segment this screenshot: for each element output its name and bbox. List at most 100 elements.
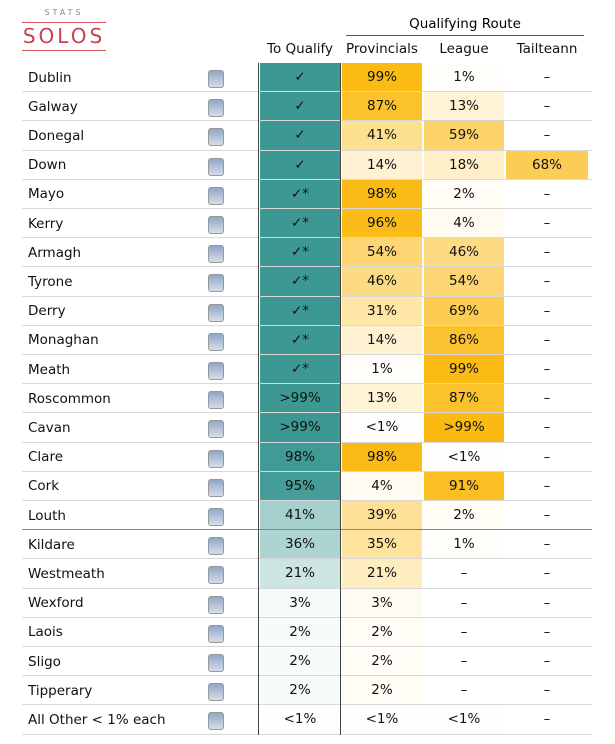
row-divider — [22, 500, 592, 501]
qualify-cell: 21% — [260, 559, 340, 588]
row-divider — [22, 149, 592, 151]
team-name: Wexford — [28, 595, 84, 612]
route-cell: – — [460, 653, 468, 670]
qualify-cell: ✓ — [260, 150, 340, 179]
route-cell: – — [543, 302, 551, 319]
qualify-cell: >99% — [260, 413, 340, 442]
group-underline — [346, 35, 584, 36]
route-cell: – — [460, 565, 468, 582]
route-cell: – — [543, 448, 551, 465]
row-divider — [22, 704, 592, 706]
row-divider — [22, 383, 592, 385]
crest — [208, 128, 224, 147]
crest — [208, 508, 224, 526]
route-cell: – — [543, 507, 551, 524]
logo: STATS SOLOS — [22, 8, 106, 52]
route-cell: – — [543, 594, 551, 611]
route-cell: 54% — [424, 267, 504, 296]
team-name: Clare — [28, 449, 64, 466]
crest — [208, 478, 224, 497]
route-cell: 86% — [424, 325, 504, 354]
crest — [208, 624, 224, 643]
row-divider — [22, 733, 592, 735]
row-divider — [22, 295, 592, 297]
logo-main: SOLOS — [22, 24, 106, 48]
crest — [208, 303, 224, 322]
route-cell: 31% — [342, 296, 422, 325]
route-cell: – — [543, 536, 551, 553]
logo-line — [22, 50, 106, 51]
route-cell: – — [543, 711, 551, 728]
route-cell: 41% — [342, 121, 422, 150]
route-cell: 46% — [424, 238, 504, 267]
route-cell: 4% — [424, 209, 504, 238]
logo-top: STATS — [44, 8, 84, 17]
qualify-cell: 2% — [260, 617, 340, 646]
route-cell: 87% — [424, 384, 504, 413]
row-divider — [22, 646, 592, 647]
row-divider — [22, 441, 592, 443]
route-cell: – — [543, 361, 551, 378]
qualify-cell: 2% — [260, 676, 340, 705]
team-name: Monaghan — [28, 332, 99, 349]
team-name: Derry — [28, 303, 66, 320]
crest — [208, 683, 224, 702]
team-name: All Other < 1% each — [28, 711, 166, 728]
qualify-cell: ✓ — [260, 63, 340, 92]
route-cell: 39% — [342, 501, 422, 530]
route-cell: 2% — [342, 647, 422, 676]
team-name: Down — [28, 157, 67, 174]
qualify-cell: 36% — [260, 530, 340, 559]
crest — [208, 332, 224, 351]
qualify-cell: <1% — [260, 705, 340, 734]
route-cell: – — [543, 565, 551, 582]
cutoff-line — [22, 529, 592, 531]
qualify-cell: ✓* — [260, 267, 340, 296]
qualify-cell: 2% — [260, 647, 340, 676]
qualify-cell: ✓* — [260, 209, 340, 238]
row-divider — [22, 587, 592, 589]
route-cell: 1% — [424, 63, 504, 92]
team-name: Roscommon — [28, 390, 111, 407]
route-cell: 13% — [424, 92, 504, 121]
route-cell: – — [543, 623, 551, 640]
team-name: Kildare — [28, 536, 75, 553]
team-name: Westmeath — [28, 565, 105, 582]
crest — [208, 274, 224, 293]
column-header: Tailteann — [516, 41, 578, 57]
crest — [208, 537, 224, 556]
route-cell: <1% — [424, 442, 504, 471]
route-cell: 98% — [342, 179, 422, 208]
qualify-cell: ✓* — [260, 179, 340, 208]
route-cell: – — [460, 594, 468, 611]
column-header: To Qualify — [267, 41, 333, 57]
route-cell: – — [543, 185, 551, 202]
route-cell: 98% — [342, 442, 422, 471]
row-divider — [22, 470, 592, 472]
crest — [208, 391, 224, 410]
route-cell: 3% — [342, 588, 422, 617]
route-cell: 99% — [342, 63, 422, 92]
qualify-cell: ✓* — [260, 296, 340, 325]
column-divider — [258, 63, 259, 735]
team-name: Meath — [28, 361, 71, 378]
group-header: Qualifying Route — [409, 16, 521, 32]
route-cell: – — [543, 390, 551, 407]
column-divider — [340, 63, 341, 735]
row-divider — [22, 354, 592, 355]
route-cell: 2% — [424, 501, 504, 530]
crest — [208, 186, 224, 205]
team-name: Sligo — [28, 653, 61, 670]
team-name: Dublin — [28, 69, 72, 86]
crest — [208, 216, 224, 234]
row-divider — [22, 208, 592, 209]
route-cell: 1% — [342, 355, 422, 384]
route-cell: – — [543, 98, 551, 115]
route-cell: 87% — [342, 92, 422, 121]
qualify-cell: >99% — [260, 384, 340, 413]
route-cell: 91% — [424, 471, 504, 500]
route-cell: – — [460, 623, 468, 640]
route-cell: – — [460, 682, 468, 699]
route-cell: – — [543, 653, 551, 670]
